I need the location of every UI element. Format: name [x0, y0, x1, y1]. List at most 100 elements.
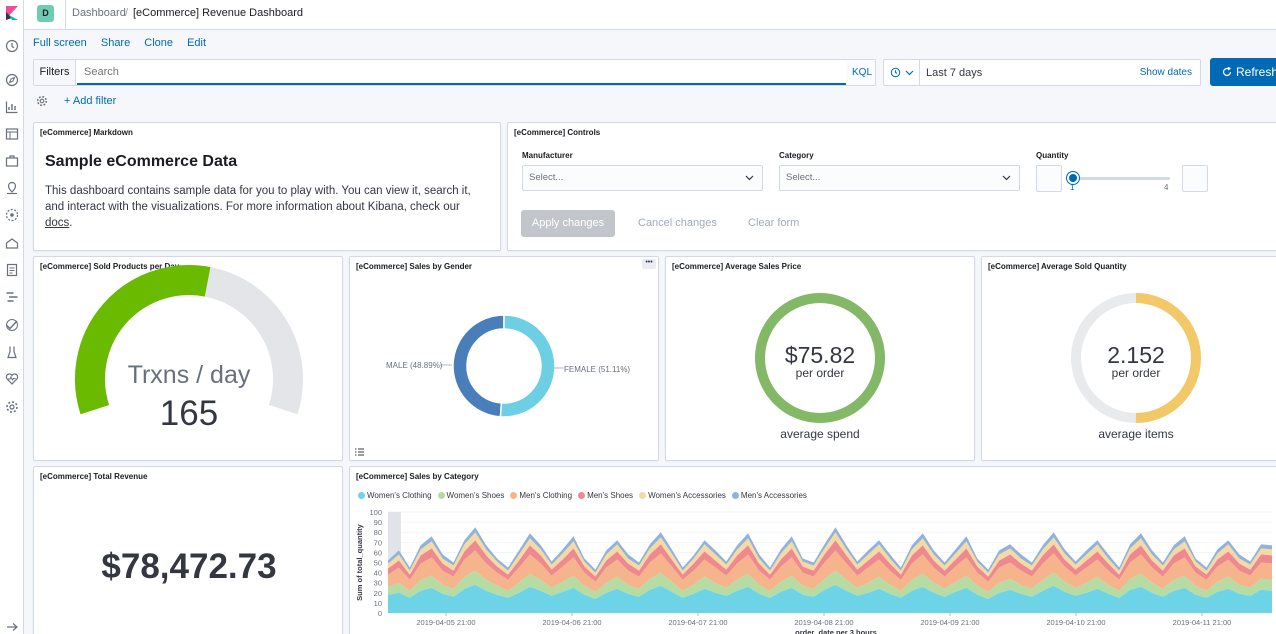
- cancel-changes-button[interactable]: Cancel changes: [638, 217, 717, 229]
- average-sold-quantity-panel: [eCommerce] Average Sold Quantity 2.152 …: [981, 256, 1276, 461]
- legend-item[interactable]: Men's Shoes: [578, 491, 633, 500]
- logs-icon[interactable]: [5, 263, 19, 277]
- refresh-icon: [1222, 67, 1232, 77]
- legend-item[interactable]: Men's Clothing: [510, 491, 572, 500]
- filter-settings-gear-icon[interactable]: [36, 95, 48, 107]
- y-axis-label: Sum of total_quantity: [355, 523, 364, 600]
- gauge-value: 165: [159, 394, 219, 433]
- kql-toggle[interactable]: KQL: [852, 67, 873, 78]
- y-tick-label: 20: [374, 589, 382, 598]
- panel-title: [eCommerce] Sold Products per Day: [40, 262, 180, 271]
- clone-link[interactable]: Clone: [144, 37, 174, 49]
- docs-link[interactable]: docs: [45, 217, 70, 229]
- panel-title: [eCommerce] Markdown: [40, 128, 133, 137]
- y-tick-label: 40: [374, 569, 382, 578]
- breadcrumb-separator: /: [125, 7, 129, 19]
- show-dates-link[interactable]: Show dates: [1139, 67, 1192, 78]
- quantity-slider-thumb[interactable]: [1067, 172, 1079, 184]
- edit-link[interactable]: Edit: [187, 37, 207, 49]
- expand-nav-icon[interactable]: [5, 620, 19, 631]
- infrastructure-icon[interactable]: [5, 236, 19, 250]
- avg-qty-sub: per order: [1111, 366, 1161, 380]
- dashboard-icon[interactable]: [5, 127, 19, 141]
- apply-changes-button[interactable]: Apply changes: [521, 210, 615, 237]
- add-filter-link[interactable]: + Add filter: [64, 95, 117, 107]
- total-revenue-panel: [eCommerce] Total Revenue $78,472.73: [33, 466, 343, 634]
- space-avatar[interactable]: D: [37, 5, 54, 22]
- y-tick-label: 0: [378, 609, 382, 618]
- chevron-down-icon: [1002, 175, 1011, 181]
- category-placeholder: Select...: [786, 172, 821, 183]
- avg-price-ring: [755, 293, 885, 423]
- breadcrumb-current: [eCommerce] Revenue Dashboard: [133, 7, 303, 19]
- quantity-slider-track[interactable]: [1072, 177, 1170, 180]
- panel-title: [eCommerce] Sales by Category: [356, 472, 479, 481]
- legend-item[interactable]: Women's Accessories: [639, 491, 726, 500]
- legend-item[interactable]: Women's Shoes: [437, 491, 504, 500]
- y-tick-label: 50: [374, 559, 382, 568]
- legend-label: Women's Accessories: [648, 491, 726, 500]
- quick-select-button[interactable]: [884, 60, 920, 85]
- legend-toggle-icon[interactable]: [355, 448, 364, 456]
- male-slice-label: MALE (48.89%): [386, 361, 443, 370]
- y-tick-label: 70: [374, 538, 382, 547]
- category-label: Category: [779, 151, 814, 160]
- breadcrumb-dashboard[interactable]: Dashboard: [72, 7, 126, 19]
- chevron-down-icon: [745, 175, 754, 181]
- area-series[interactable]: [388, 550, 1272, 592]
- legend-item[interactable]: Women's Clothing: [358, 491, 432, 500]
- machine-learning-icon[interactable]: [5, 208, 19, 222]
- management-gear-icon[interactable]: [5, 400, 19, 414]
- y-tick-label: 30: [374, 579, 382, 588]
- legend-swatch: [437, 492, 445, 499]
- x-tick-label: 2019-04-08 21:00: [794, 618, 853, 627]
- recently-viewed-icon[interactable]: [5, 39, 19, 53]
- clear-form-button[interactable]: Clear form: [748, 217, 800, 229]
- top-header: D Dashboard / [eCommerce] Revenue Dashbo…: [24, 0, 1276, 30]
- apm-icon[interactable]: [5, 290, 19, 304]
- female-slice-label: FEMALE (51.11%): [564, 365, 630, 374]
- avg-qty-value: 2.152: [1107, 342, 1165, 368]
- area-series[interactable]: [388, 540, 1272, 582]
- legend-label: Men's Shoes: [587, 491, 634, 500]
- refresh-button[interactable]: Refresh: [1210, 58, 1276, 86]
- refresh-label: Refresh: [1236, 65, 1276, 79]
- area-series[interactable]: [388, 584, 1272, 613]
- clock-icon: [890, 67, 901, 78]
- y-tick-label: 100: [369, 508, 382, 517]
- uptime-icon[interactable]: [5, 318, 19, 332]
- sold-products-gauge: [74, 265, 303, 415]
- legend-swatch: [731, 492, 739, 499]
- dev-tools-icon[interactable]: [5, 345, 19, 359]
- chevron-down-icon: [905, 70, 914, 76]
- markdown-body-end: .: [69, 217, 73, 229]
- kibana-logo-icon[interactable]: [5, 6, 19, 20]
- quantity-max-input[interactable]: [1182, 165, 1208, 192]
- category-select[interactable]: Select...: [779, 165, 1020, 191]
- panel-title: [eCommerce] Average Sold Quantity: [988, 262, 1127, 271]
- discover-icon[interactable]: [5, 73, 19, 87]
- panel-title: [eCommerce] Total Revenue: [40, 472, 148, 481]
- panel-title: [eCommerce] Average Sales Price: [672, 262, 802, 271]
- quantity-min-input[interactable]: [1036, 165, 1062, 192]
- visualize-icon[interactable]: [5, 100, 19, 114]
- avg-qty-caption: average items: [1098, 427, 1174, 441]
- ring-fill: [755, 293, 885, 423]
- maps-icon[interactable]: [5, 181, 19, 195]
- area-series[interactable]: [388, 570, 1272, 599]
- manufacturer-select[interactable]: Select...: [522, 165, 763, 191]
- average-sales-price-panel: [eCommerce] Average Sales Price $75.82 p…: [665, 256, 975, 461]
- canvas-icon[interactable]: [5, 154, 19, 168]
- full-screen-link[interactable]: Full screen: [33, 37, 87, 49]
- date-range-text[interactable]: Last 7 days: [926, 67, 983, 79]
- x-tick-label: 2019-04-09 21:00: [920, 618, 979, 627]
- share-link[interactable]: Share: [100, 37, 131, 49]
- controls-panel: [eCommerce] Controls Manufacturer Select…: [507, 122, 1276, 251]
- legend-item[interactable]: Men's Accessories: [731, 491, 807, 500]
- quantity-label: Quantity: [1036, 151, 1069, 160]
- panel-options-button[interactable]: •••: [642, 259, 656, 269]
- search-input[interactable]: [77, 60, 846, 85]
- area-series[interactable]: [388, 532, 1272, 577]
- area-series[interactable]: [388, 527, 1272, 573]
- monitoring-icon[interactable]: [5, 372, 19, 386]
